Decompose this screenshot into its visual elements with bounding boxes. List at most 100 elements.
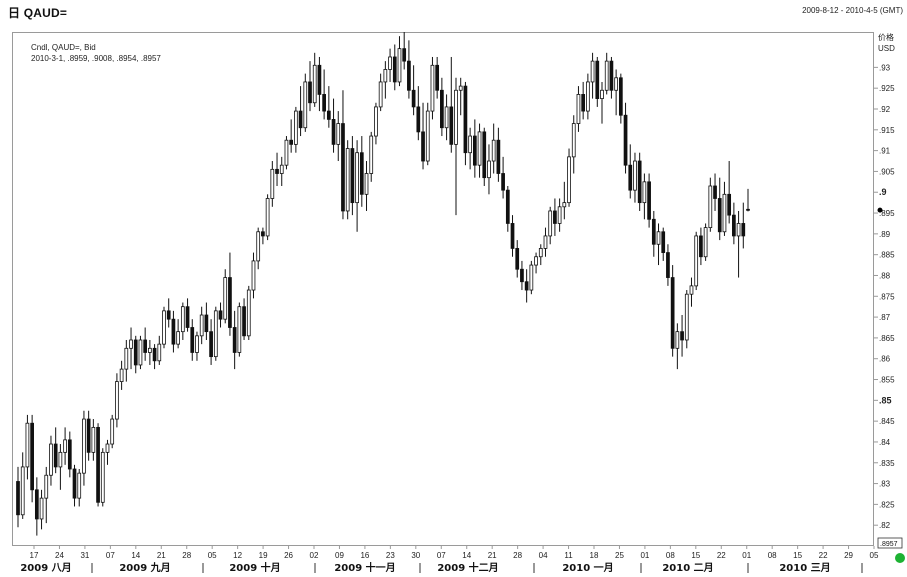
candle-body-down <box>242 306 246 337</box>
candle-body-down <box>407 60 411 91</box>
candle-body-down <box>647 181 651 220</box>
y-tick-label: .825 <box>879 500 895 509</box>
candle-body-up <box>364 173 369 195</box>
candle-body-down <box>623 114 628 166</box>
candle-body-down <box>16 481 20 516</box>
candle-body-up <box>722 193 727 233</box>
candle-body-up <box>110 418 115 445</box>
candle-body-up <box>468 135 472 154</box>
candle-body-up <box>689 285 694 295</box>
candle-body-down <box>435 64 440 91</box>
candle-body-up <box>157 343 162 362</box>
x-month-label: 2009 十月 <box>229 561 280 574</box>
y-tick-label: .91 <box>879 147 891 156</box>
candle-body-down <box>350 148 355 204</box>
candle-body-up <box>124 347 129 370</box>
candle-body-up <box>694 235 699 287</box>
x-tick-label: 23 <box>386 551 395 560</box>
x-tick-label: 08 <box>768 551 777 560</box>
y-tick-label: .88 <box>879 271 891 280</box>
candle-body-down <box>341 123 345 212</box>
candle-body-down <box>30 422 34 491</box>
candle-body-down <box>680 331 684 341</box>
x-month-label: 2009 十二月 <box>437 561 498 574</box>
candle-body-up <box>345 148 350 212</box>
candle-body-down <box>741 223 746 237</box>
y-tick-label: .85 <box>879 395 892 405</box>
candle-body-up <box>557 206 562 224</box>
y-tick-label: .82 <box>879 521 891 530</box>
candle-body-up <box>534 256 538 266</box>
candle-body-up <box>58 451 63 468</box>
y-tick-label: .86 <box>879 355 891 364</box>
candle-body-down <box>53 443 58 468</box>
candle-body-down <box>717 198 722 233</box>
candle-body-down <box>72 468 77 499</box>
price-axis-unit: USD <box>878 44 895 53</box>
candle-body-up <box>397 48 402 83</box>
x-tick-label: 16 <box>360 551 369 560</box>
x-tick-label: 24 <box>55 551 64 560</box>
candle-body-down <box>218 310 223 320</box>
y-tick-label: .9 <box>879 187 887 197</box>
x-month-label: 2009 九月 <box>119 561 170 574</box>
date-range: 2009-8-12 - 2010-4-5 (GMT) <box>802 6 903 15</box>
candle-body-down <box>666 252 670 278</box>
candle-body-down <box>298 110 303 129</box>
candle-body-down <box>651 218 656 245</box>
candle-body-up <box>39 497 44 520</box>
candle-body-down <box>143 339 148 353</box>
x-tick-label: 11 <box>564 551 573 560</box>
x-tick-label: 12 <box>233 551 242 560</box>
x-tick-label: 07 <box>437 551 446 560</box>
candle-body-up <box>633 160 637 191</box>
x-month-label: 2009 八月 <box>20 562 71 574</box>
candle-body-up <box>105 443 110 453</box>
candle-body-down <box>261 231 265 237</box>
candle-body-down <box>166 310 171 320</box>
candle-body-down <box>326 110 331 120</box>
last-price-label: .8957 <box>880 541 898 548</box>
candle-body-down <box>581 94 586 112</box>
y-tick-label: .875 <box>879 292 895 301</box>
candle-body-down <box>67 439 72 470</box>
x-tick-label: 22 <box>819 551 828 560</box>
candle-body-down <box>171 318 176 345</box>
x-tick-label: 21 <box>157 551 166 560</box>
candle-body-down <box>472 135 477 166</box>
x-tick-label: 02 <box>310 551 319 560</box>
candle-body-down <box>152 347 157 362</box>
candle-body-up <box>736 223 741 237</box>
y-tick-label: .835 <box>879 459 895 468</box>
candle-body-down <box>661 231 666 253</box>
candle-body-down <box>228 277 232 328</box>
x-tick-label: 09 <box>335 551 344 560</box>
candle-body-down <box>86 418 91 453</box>
candle-body-down <box>185 306 190 328</box>
candle-body-down <box>34 489 39 520</box>
candle-body-down <box>746 208 750 211</box>
candle-body-up <box>138 339 143 366</box>
candle-body-up <box>63 439 67 453</box>
x-tick-label: 28 <box>182 551 191 560</box>
y-tick-label: .905 <box>879 167 895 176</box>
candle-body-up <box>600 89 604 99</box>
candle-body-up <box>256 231 261 262</box>
candle-body-up <box>82 418 86 474</box>
last-price-marker <box>877 207 883 213</box>
y-tick-label: .895 <box>879 209 895 218</box>
y-tick-label: .915 <box>879 126 895 135</box>
candle-body-up <box>378 81 383 108</box>
y-tick-label: .92 <box>879 105 891 114</box>
candle-body-up <box>303 81 308 129</box>
x-tick-label: 08 <box>666 551 675 560</box>
candle-body-up <box>91 426 96 453</box>
candle-body-down <box>670 277 675 349</box>
candle-body-down <box>637 160 642 204</box>
candle-body-up <box>270 168 275 199</box>
candle-body-up <box>548 210 553 237</box>
x-tick-label: 04 <box>539 551 548 560</box>
candle-body-down <box>713 185 717 199</box>
x-tick-label: 30 <box>411 551 420 560</box>
